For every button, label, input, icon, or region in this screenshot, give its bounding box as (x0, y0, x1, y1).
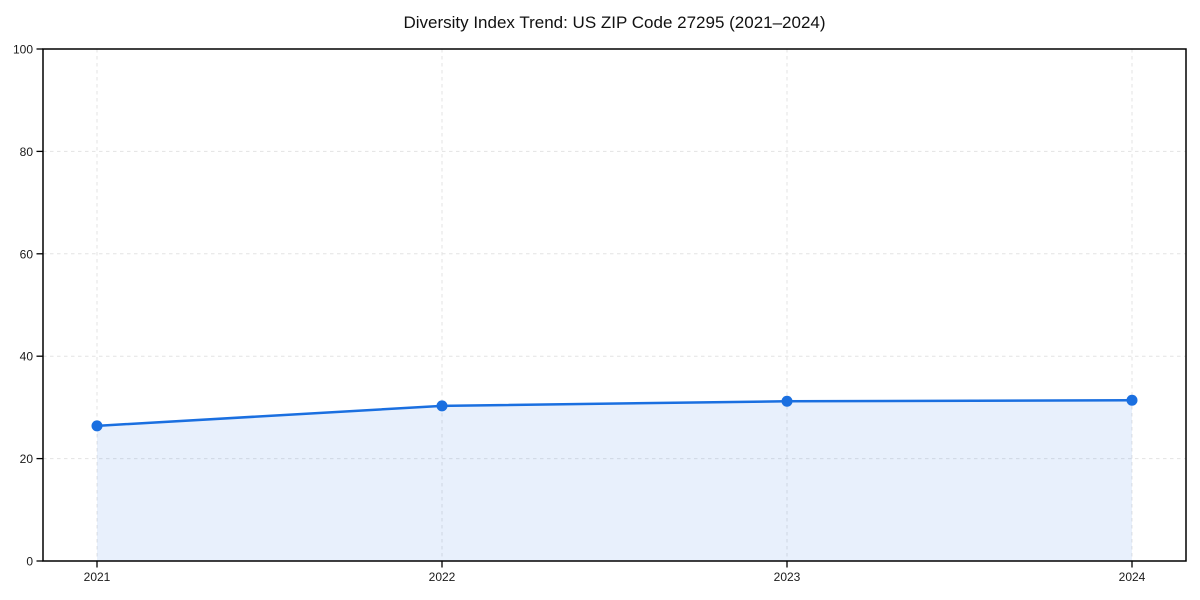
x-tick-label-2024: 2024 (1119, 570, 1146, 584)
data-point-2023 (781, 395, 793, 407)
y-tick-label-80: 80 (20, 145, 34, 159)
area-fill (97, 400, 1132, 561)
x-tick-label-2021: 2021 (84, 570, 111, 584)
trend-line (95, 398, 1134, 428)
chart-title: Diversity Index Trend: US ZIP Code 27295… (403, 13, 826, 32)
plot-border (42, 48, 1187, 562)
y-tick-label-0: 0 (26, 555, 33, 569)
data-point-2021 (91, 420, 103, 432)
x-tick-label-2023: 2023 (774, 570, 801, 584)
x-tick-label-2022: 2022 (429, 570, 456, 584)
y-tick-label-40: 40 (20, 350, 34, 364)
y-tick-label-100: 100 (13, 43, 33, 57)
data-point-2024 (1126, 394, 1138, 406)
y-tick-label-60: 60 (20, 247, 34, 261)
data-point-2022 (436, 400, 448, 412)
y-tick-label-20: 20 (20, 452, 34, 466)
